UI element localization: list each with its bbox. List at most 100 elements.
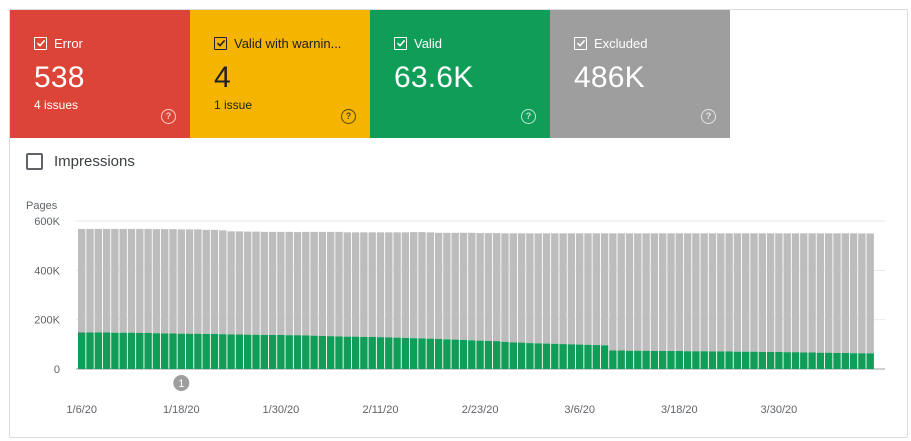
checkbox-checked-icon[interactable] — [34, 36, 47, 50]
excluded-bar — [310, 231, 318, 336]
valid-bar — [708, 351, 717, 369]
valid-bar — [194, 333, 202, 369]
valid-bar — [401, 337, 410, 369]
excluded-bar — [600, 233, 609, 346]
valid-bar — [659, 350, 667, 369]
excluded-bar — [277, 231, 285, 335]
excluded-bar — [468, 232, 476, 341]
annotation-marker[interactable] — [173, 375, 190, 391]
valid-bar — [161, 333, 169, 369]
status-tiles: Error 538 4 issues ? Valid with warnin..… — [10, 10, 730, 138]
excluded-bar — [426, 232, 434, 339]
excluded-bar — [609, 233, 617, 351]
excluded-bar — [360, 232, 368, 337]
annotation-label: 1 — [178, 378, 184, 390]
excluded-bar — [185, 229, 194, 334]
excluded-bar — [351, 232, 360, 337]
excluded-bar — [758, 233, 766, 352]
valid-bar — [443, 339, 451, 369]
excluded-bar — [791, 233, 800, 353]
help-icon[interactable]: ? — [341, 109, 356, 124]
excluded-bar — [733, 233, 742, 352]
valid-bar — [434, 338, 443, 369]
excluded-bar — [617, 233, 625, 351]
valid-bar — [393, 337, 401, 369]
checkbox-checked-icon[interactable] — [574, 36, 587, 50]
valid-bar — [252, 334, 260, 369]
valid-bar — [551, 343, 559, 369]
excluded-bar — [659, 233, 667, 351]
valid-bar — [410, 338, 418, 369]
excluded-bar — [434, 232, 443, 339]
help-icon[interactable]: ? — [701, 109, 716, 124]
valid-bar — [642, 350, 650, 369]
excluded-bar — [592, 233, 600, 346]
valid-bar — [285, 335, 293, 369]
valid-tile[interactable]: Valid 63.6K ? — [370, 10, 550, 138]
valid-bar — [210, 333, 219, 369]
help-icon[interactable]: ? — [161, 109, 176, 124]
valid-bar — [111, 332, 119, 369]
valid-bar — [816, 352, 825, 369]
excluded-bar — [476, 233, 484, 341]
tile-value: 4 — [214, 61, 231, 94]
valid-bar — [534, 343, 542, 369]
excluded-bar — [410, 232, 418, 339]
valid-bar — [426, 338, 434, 369]
excluded-bar — [376, 232, 385, 338]
valid-bar — [634, 350, 642, 369]
valid-bar — [775, 351, 783, 369]
excluded-bar — [260, 231, 268, 335]
valid-bar — [476, 340, 484, 369]
valid-bar — [733, 351, 742, 369]
excluded-bar — [766, 233, 775, 352]
x-tick-label: 2/11/20 — [363, 404, 399, 416]
excluded-bar — [667, 233, 675, 351]
valid-bar — [302, 335, 310, 369]
checkbox-checked-icon[interactable] — [394, 36, 407, 50]
valid-bar — [866, 353, 874, 369]
valid-bar — [517, 342, 526, 369]
valid-with-warnings-tile[interactable]: Valid with warnin... 4 1 issue ? — [190, 10, 370, 138]
error-tile[interactable]: Error 538 4 issues ? — [10, 10, 190, 138]
excluded-bar — [285, 231, 293, 336]
excluded-bar — [202, 229, 210, 334]
x-tick-label: 3/30/20 — [761, 404, 798, 416]
valid-bar — [526, 343, 534, 369]
valid-bar — [717, 351, 725, 369]
valid-bar — [86, 332, 94, 369]
impressions-toggle[interactable]: Impressions — [26, 153, 135, 170]
valid-bar — [127, 332, 136, 369]
excluded-bar — [484, 233, 493, 341]
excluded-bar — [783, 233, 791, 353]
valid-bar — [849, 353, 858, 369]
valid-bar — [310, 335, 318, 369]
valid-bar — [335, 336, 343, 369]
valid-bar — [609, 350, 617, 369]
excluded-bar — [252, 231, 260, 335]
checkbox-checked-icon[interactable] — [214, 36, 227, 50]
valid-bar — [692, 351, 700, 369]
valid-bar — [94, 332, 102, 369]
tile-issues-count: 4 issues — [34, 98, 79, 112]
impressions-checkbox[interactable] — [26, 153, 43, 170]
valid-bar — [501, 341, 509, 369]
y-tick-label: 600K — [34, 216, 60, 228]
excluded-bar — [293, 232, 302, 336]
excluded-tile[interactable]: Excluded 486K ? — [550, 10, 730, 138]
valid-bar — [418, 338, 426, 369]
excluded-bar — [335, 231, 343, 337]
valid-bar — [144, 332, 152, 369]
valid-bar — [841, 352, 849, 369]
y-tick-label: 0 — [54, 364, 60, 376]
excluded-bar — [86, 228, 94, 333]
excluded-bar — [493, 233, 501, 342]
valid-bar — [459, 339, 468, 369]
help-icon[interactable]: ? — [521, 109, 536, 124]
valid-bar — [260, 334, 268, 369]
impressions-label: Impressions — [54, 153, 135, 170]
valid-bar — [493, 341, 501, 369]
y-tick-label: 400K — [34, 265, 60, 277]
valid-bar — [169, 333, 177, 369]
valid-bar — [119, 332, 127, 369]
